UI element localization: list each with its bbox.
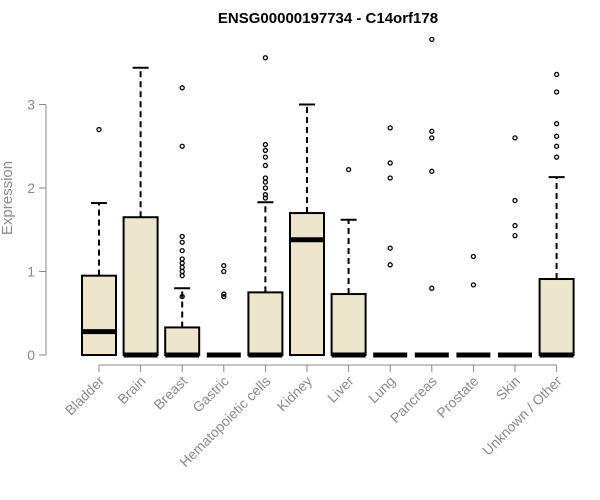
outlier-point	[179, 239, 185, 245]
outlier-point	[387, 245, 393, 251]
x-tick-label: Brain	[114, 373, 148, 407]
box-skin	[498, 135, 532, 358]
box-rect	[81, 274, 117, 356]
outlier-point	[429, 285, 435, 291]
outlier-point	[512, 197, 518, 204]
outlier-point	[179, 273, 185, 279]
outlier-point	[429, 168, 435, 174]
box-liver	[330, 166, 367, 358]
box-hematopoietic-cells	[247, 55, 284, 358]
box-rect	[247, 291, 284, 356]
y-tick-label: 1	[27, 264, 35, 280]
box-unknown-other	[538, 71, 575, 358]
y-tick-label: 2	[27, 180, 35, 196]
outlier-point	[179, 293, 185, 300]
outlier-point	[553, 89, 560, 95]
outlier-point	[96, 126, 102, 133]
box-kidney	[289, 103, 325, 356]
x-tick-label: Unknown / Other	[479, 373, 565, 459]
box-lung	[373, 125, 408, 358]
outlier-point	[553, 133, 560, 139]
y-axis-label: Expression	[0, 161, 16, 235]
box-breast	[164, 85, 201, 358]
box-gastric	[206, 263, 241, 358]
y-axis: 0 1 2 3	[27, 97, 47, 363]
outlier-point	[387, 125, 393, 131]
boxes-group	[81, 36, 575, 358]
outlier-point	[553, 71, 560, 78]
box-rect	[330, 293, 367, 357]
outlier-point	[262, 192, 269, 198]
outlier-point	[221, 291, 227, 297]
x-tick-label: Lung	[365, 373, 398, 406]
box-rect	[289, 212, 325, 356]
outlier-point	[221, 263, 227, 269]
x-tick-label: Prostate	[433, 373, 481, 421]
outlier-point	[179, 260, 185, 266]
box-pancreas	[414, 36, 449, 358]
outlier-point	[387, 175, 393, 181]
outlier-point	[429, 128, 435, 134]
outlier-point	[262, 185, 269, 191]
outlier-point	[262, 55, 269, 61]
outlier-point	[179, 143, 185, 149]
outlier-point	[512, 135, 518, 141]
box-rect	[164, 326, 201, 357]
x-tick-label: Kidney	[274, 373, 316, 415]
outlier-point	[262, 154, 269, 160]
x-tick-label: Bladder	[62, 373, 108, 419]
outlier-point	[387, 160, 393, 166]
outlier-point	[262, 179, 269, 185]
outlier-point	[553, 154, 560, 160]
outlier-point	[553, 121, 560, 127]
outlier-point	[179, 85, 185, 91]
outlier-point	[262, 175, 269, 181]
outlier-point	[470, 253, 477, 260]
outlier-point	[262, 195, 269, 201]
outlier-point	[179, 264, 185, 270]
box-brain	[122, 66, 159, 358]
box-prostate	[456, 253, 491, 358]
outlier-point	[179, 247, 185, 254]
outlier-point	[262, 147, 269, 154]
outlier-point	[179, 233, 185, 240]
outlier-point	[429, 135, 435, 141]
outlier-point	[221, 268, 227, 275]
outlier-point	[179, 268, 185, 275]
outlier-point	[221, 293, 227, 300]
outlier-point	[179, 256, 185, 262]
outlier-point	[387, 262, 393, 268]
outlier-point	[470, 282, 477, 288]
y-tick-label: 3	[27, 97, 35, 113]
outlier-point	[512, 232, 518, 239]
outlier-point	[262, 162, 269, 169]
outlier-point	[262, 141, 269, 148]
outlier-point	[553, 143, 560, 149]
x-tick-label: Liver	[324, 373, 357, 406]
box-rect	[122, 216, 159, 356]
box-bladder	[81, 126, 117, 356]
outlier-point	[429, 36, 435, 43]
outlier-point	[345, 166, 352, 173]
x-tick-label: Breast	[150, 373, 190, 413]
chart-title: ENSG00000197734 - C14orf178	[218, 10, 438, 27]
y-tick-label: 0	[27, 347, 35, 363]
outlier-point	[512, 222, 518, 229]
box-rect	[538, 278, 575, 357]
x-tick-label: Skin	[493, 373, 524, 404]
